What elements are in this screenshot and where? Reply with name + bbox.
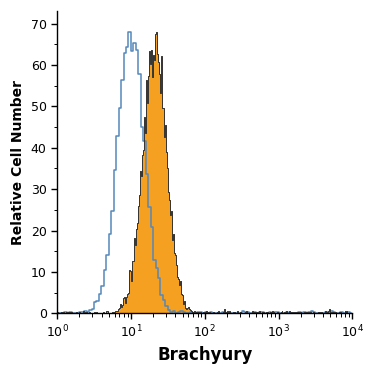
X-axis label: Brachyury: Brachyury <box>157 346 252 364</box>
Y-axis label: Relative Cell Number: Relative Cell Number <box>11 80 25 245</box>
